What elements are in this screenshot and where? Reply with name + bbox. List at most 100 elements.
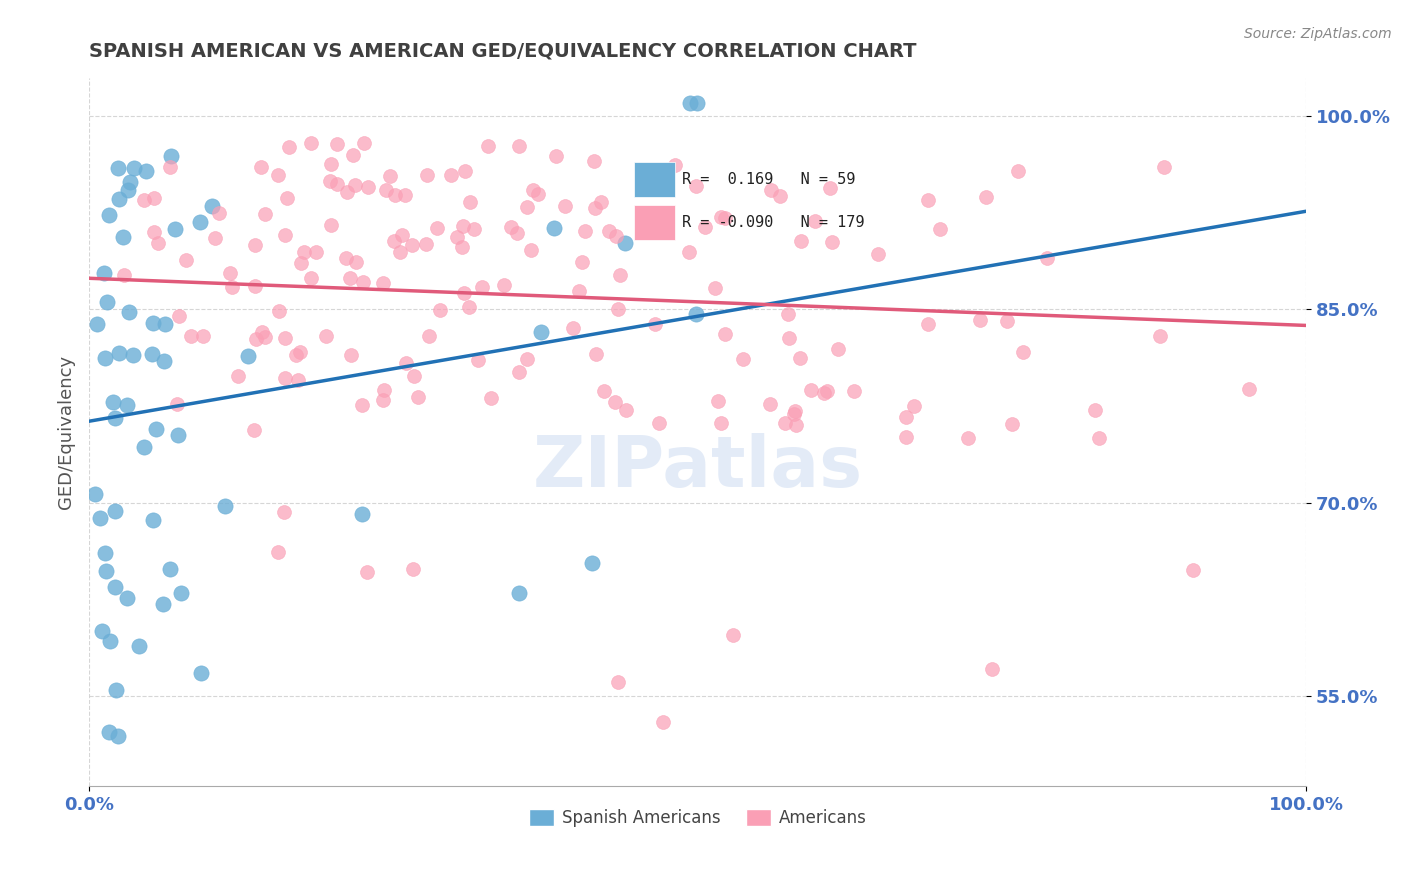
Point [107,729,129,743]
Point [132,440,155,454]
Point [89,511,111,525]
Point [818,181,841,195]
Point [159,562,181,576]
Point [166,397,188,411]
Point [128,639,150,653]
Point [554,199,576,213]
Point [243,279,266,293]
Point [614,402,637,417]
Point [896,410,918,425]
Point [652,162,675,177]
Point [969,312,991,326]
Point [226,369,249,384]
Point [269,303,291,318]
Point [561,321,583,335]
Point [759,183,782,197]
Point [574,224,596,238]
Point [107,161,129,176]
Point [440,169,463,183]
Point [115,398,138,412]
Point [714,211,737,225]
Point [319,218,342,232]
Point [526,187,548,202]
Point [508,139,530,153]
Point [543,221,565,235]
Point [91,624,114,639]
Point [995,314,1018,328]
Point [714,327,737,342]
Point [188,215,211,229]
Point [274,330,297,344]
Point [479,392,502,406]
Point [371,277,394,291]
Point [336,186,359,200]
Point [391,227,413,242]
Point [426,221,449,235]
Point [153,318,176,332]
Point [326,178,349,192]
Text: SPANISH AMERICAN VS AMERICAN GED/EQUIVALENCY CORRELATION CHART: SPANISH AMERICAN VS AMERICAN GED/EQUIVAL… [89,42,917,61]
Point [866,246,889,260]
Point [508,365,530,379]
Point [453,164,475,178]
Text: ZIPatlas: ZIPatlas [533,433,863,501]
Point [152,597,174,611]
Point [107,345,129,359]
Point [917,317,939,331]
Point [471,280,494,294]
Point [353,275,375,289]
Point [245,332,267,346]
Point [980,662,1002,676]
Point [522,183,544,197]
Point [86,317,108,331]
Point [292,245,315,260]
Point [375,184,398,198]
Point [104,504,127,518]
Point [305,244,328,259]
Point [94,546,117,560]
Point [290,345,312,359]
Point [568,284,591,298]
Point [451,240,474,254]
Point [1153,160,1175,174]
Point [301,136,323,150]
Point [721,628,744,642]
Point [686,96,709,111]
Point [267,545,290,559]
Point [371,392,394,407]
Point [117,591,139,605]
Point [276,191,298,205]
Point [506,226,529,240]
Y-axis label: GED/Equivalency: GED/Equivalency [58,355,75,508]
Point [1000,417,1022,431]
Point [112,268,135,283]
Point [107,192,129,206]
Point [93,266,115,280]
Point [917,193,939,207]
Point [402,369,425,384]
Point [243,423,266,437]
Point [221,280,243,294]
Point [273,371,295,385]
Point [344,255,367,269]
Point [583,201,606,215]
Point [1088,431,1111,445]
Point [790,234,813,248]
Point [453,286,475,301]
Point [508,585,530,599]
Point [339,348,361,362]
Point [415,236,437,251]
Point [609,268,631,283]
Point [408,390,430,404]
Point [135,164,157,178]
Point [458,300,481,314]
Point [1237,382,1260,396]
Point [1007,164,1029,178]
Point [652,714,675,729]
Point [759,397,782,411]
Point [429,303,451,318]
Point [160,148,183,162]
Point [373,383,395,397]
Point [394,187,416,202]
Point [501,219,523,234]
